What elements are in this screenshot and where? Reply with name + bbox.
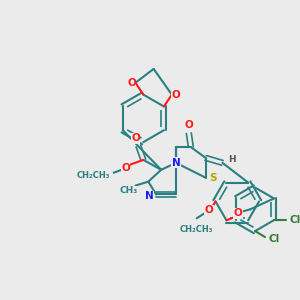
Text: H: H [229, 155, 236, 164]
Text: O: O [131, 133, 140, 143]
Text: CH₂CH₃: CH₂CH₃ [180, 225, 213, 234]
Text: O: O [171, 90, 180, 100]
Text: N: N [145, 191, 154, 202]
Text: O: O [234, 208, 243, 218]
Text: N: N [172, 158, 180, 168]
Text: O: O [121, 163, 130, 173]
Text: O: O [184, 120, 193, 130]
Text: O: O [204, 205, 213, 215]
Text: O: O [127, 78, 136, 88]
Text: CH₃: CH₃ [119, 186, 138, 195]
Text: Cl: Cl [268, 234, 280, 244]
Text: S: S [209, 173, 216, 183]
Text: CH₂CH₃: CH₂CH₃ [76, 171, 110, 180]
Text: Cl: Cl [289, 215, 300, 225]
